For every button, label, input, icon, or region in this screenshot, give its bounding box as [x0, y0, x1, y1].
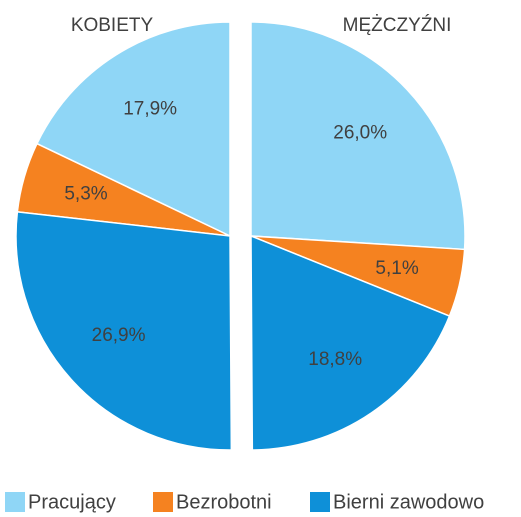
legend-swatch — [310, 492, 330, 512]
pie-slice — [35, 21, 231, 238]
pie-slice — [250, 21, 466, 251]
legend-label: Bierni zawodowo — [333, 491, 484, 513]
pie-slice — [15, 211, 233, 451]
legend-swatch — [153, 492, 173, 512]
legend-swatch — [5, 492, 25, 512]
legend-label: Pracujący — [28, 491, 116, 513]
data-label: 18,8% — [308, 349, 362, 370]
data-label: 5,1% — [375, 258, 418, 279]
data-label: 5,3% — [64, 184, 107, 205]
data-label: 26,0% — [333, 122, 387, 143]
legend-label: Bezrobotni — [176, 491, 272, 513]
group-label: MĘŻCZYŹNI — [343, 15, 452, 36]
data-label: 26,9% — [92, 325, 146, 346]
data-label: 17,9% — [123, 98, 177, 119]
pie-slice — [250, 234, 451, 451]
group-label: KOBIETY — [71, 15, 154, 36]
